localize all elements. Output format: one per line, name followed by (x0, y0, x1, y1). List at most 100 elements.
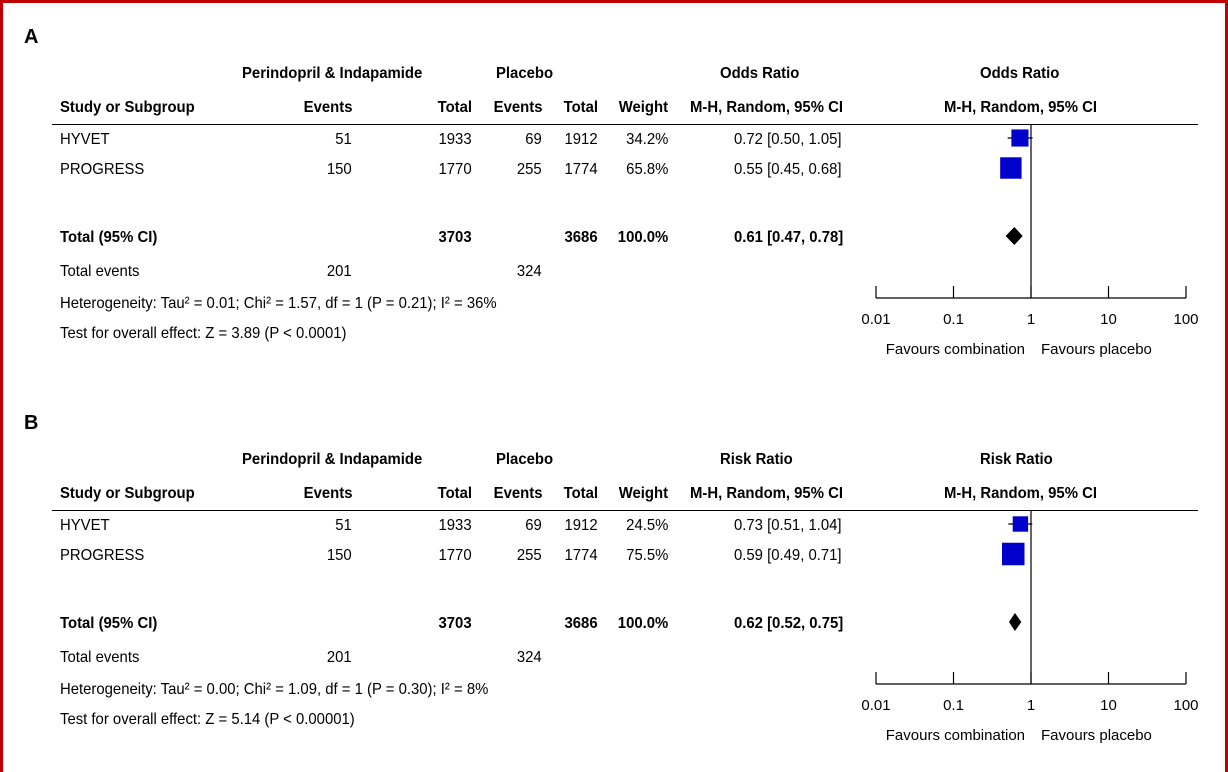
col-events-header: Events (303, 485, 352, 502)
forest-plot: 0.01 0.1 1 10 100 Favours combination Favours … (861, 510, 1199, 744)
forest-panel-b: B Perindopril & Indapamide Placebo Risk … (0, 386, 1228, 772)
x-tick-label: 100 (1173, 311, 1198, 328)
total-ci: 0.62 [0.52, 0.75] (734, 615, 844, 632)
total-events-exp: 201 (327, 649, 352, 666)
heterogeneity-text: Heterogeneity: Tau² = 0.00; Chi² = 1.09,… (60, 681, 489, 698)
summary-diamond (1005, 227, 1023, 245)
study-exp-total: 1770 (438, 547, 472, 564)
study-ctrl-total: 1912 (564, 517, 598, 534)
col-ctrl-total-header: Total (563, 485, 598, 502)
x-tick-label: 0.01 (861, 311, 890, 328)
col-ctrl-events-header: Events (493, 485, 542, 502)
forest-panel-a: A Perindopril & Indapamide Placebo Odds … (24, 26, 1199, 358)
study-name: PROGRESS (60, 161, 145, 178)
study-weight: 34.2% (625, 131, 668, 148)
study-ctrl-total: 1774 (564, 547, 598, 564)
study-exp-total: 1933 (438, 517, 472, 534)
overall-effect-text: Test for overall effect: Z = 3.89 (P < 0… (60, 325, 347, 342)
forest-plot: 0.01 0.1 1 10 100 Favours combination Favours … (861, 124, 1199, 358)
col-events-header: Events (303, 99, 352, 116)
study-ci: 0.73 [0.51, 1.04] (734, 517, 842, 534)
col-weight-header: Weight (618, 485, 668, 502)
x-tick-label: 10 (1100, 311, 1117, 328)
total-exp-total: 3703 (438, 615, 472, 632)
study-ctrl-total: 1774 (564, 161, 598, 178)
total-events-label: Total events (60, 263, 140, 280)
control-group-header: Placebo (496, 65, 554, 82)
study-ci: 0.72 [0.50, 1.05] (734, 131, 842, 148)
header-rule (52, 510, 1198, 511)
summary-diamond (1008, 613, 1022, 631)
col-method-header-right: M-H, Random, 95% CI (944, 99, 1097, 116)
col-method-header-left: M-H, Random, 95% CI (690, 485, 843, 502)
study-weight-square (1001, 542, 1025, 566)
study-ctrl-events: 69 (525, 517, 542, 534)
study-name: HYVET (60, 517, 110, 534)
study-exp-events: 51 (335, 517, 352, 534)
measure-header-left: Odds Ratio (720, 65, 800, 82)
control-group-header: Placebo (496, 451, 554, 468)
study-exp-events: 150 (327, 547, 352, 564)
heterogeneity-text: Heterogeneity: Tau² = 0.01; Chi² = 1.57,… (60, 295, 497, 312)
study-name: PROGRESS (60, 547, 145, 564)
col-method-header-left: M-H, Random, 95% CI (690, 99, 843, 116)
experimental-group-header: Perindopril & Indapamide (242, 451, 423, 468)
x-tick-label: 1 (1027, 311, 1035, 328)
study-exp-events: 150 (327, 161, 352, 178)
col-ctrl-total-header: Total (563, 99, 598, 116)
col-method-header-right: M-H, Random, 95% CI (944, 485, 1097, 502)
col-study-header: Study or Subgroup (60, 99, 195, 116)
experimental-group-header: Perindopril & Indapamide (242, 65, 423, 82)
total-ctrl-total: 3686 (564, 615, 598, 632)
x-tick-label: 0.1 (943, 697, 964, 714)
study-ctrl-events: 69 (525, 131, 542, 148)
x-tick-label: 0.01 (861, 697, 890, 714)
measure-header-right: Risk Ratio (980, 451, 1053, 468)
favours-left-label: Favours combination (886, 727, 1025, 744)
study-exp-total: 1770 (438, 161, 472, 178)
col-ctrl-events-header: Events (493, 99, 542, 116)
study-ci: 0.55 [0.45, 0.68] (734, 161, 842, 178)
total-events-exp: 201 (327, 263, 352, 280)
total-ctrl-total: 3686 (564, 229, 598, 246)
study-name: HYVET (60, 131, 110, 148)
study-ctrl-events: 255 (517, 547, 542, 564)
col-weight-header: Weight (618, 99, 668, 116)
total-exp-total: 3703 (438, 229, 472, 246)
x-tick-label: 1 (1027, 697, 1035, 714)
study-weight-square (1000, 157, 1022, 179)
total-weight: 100.0% (617, 615, 668, 632)
total-events-label: Total events (60, 649, 140, 666)
x-tick-label: 10 (1100, 697, 1117, 714)
measure-header-left: Risk Ratio (720, 451, 793, 468)
col-study-header: Study or Subgroup (60, 485, 195, 502)
total-label: Total (95% CI) (60, 615, 158, 632)
favours-right-label: Favours placebo (1041, 727, 1152, 744)
study-ctrl-total: 1912 (564, 131, 598, 148)
study-exp-events: 51 (335, 131, 352, 148)
study-weight-square (1012, 516, 1029, 532)
total-events-ctrl: 324 (517, 649, 542, 666)
col-total-header: Total (437, 485, 472, 502)
x-tick-label: 0.1 (943, 311, 964, 328)
study-weight: 75.5% (625, 547, 668, 564)
x-tick-label: 100 (1173, 697, 1198, 714)
overall-effect-text: Test for overall effect: Z = 5.14 (P < 0… (60, 711, 355, 728)
total-ci: 0.61 [0.47, 0.78] (734, 229, 844, 246)
study-weight: 65.8% (625, 161, 668, 178)
total-weight: 100.0% (617, 229, 668, 246)
favours-right-label: Favours placebo (1041, 341, 1152, 358)
panel-label: A (24, 26, 39, 48)
study-ci: 0.59 [0.49, 0.71] (734, 547, 842, 564)
study-weight-square (1011, 129, 1029, 147)
study-weight: 24.5% (625, 517, 668, 534)
measure-header-right: Odds Ratio (980, 65, 1060, 82)
study-exp-total: 1933 (438, 131, 472, 148)
total-events-ctrl: 324 (517, 263, 542, 280)
study-ctrl-events: 255 (517, 161, 542, 178)
favours-left-label: Favours combination (886, 341, 1025, 358)
header-rule (52, 124, 1198, 125)
total-label: Total (95% CI) (60, 229, 158, 246)
panel-label: B (24, 412, 39, 434)
